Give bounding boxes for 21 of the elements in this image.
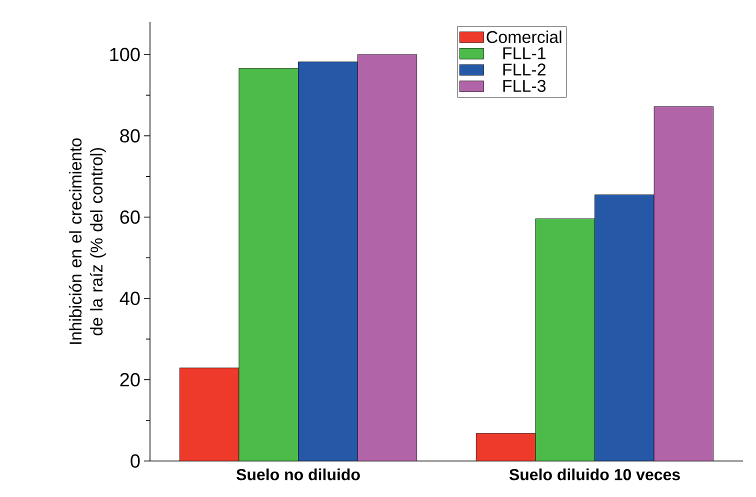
x-tick-label: Suelo diluido 10 veces xyxy=(509,468,680,480)
x-tick-label: Suelo no diluido xyxy=(236,468,360,480)
bar xyxy=(476,433,536,461)
bar xyxy=(298,62,358,461)
legend-label: FLL-3 xyxy=(503,80,546,92)
legend-label: FLL-1 xyxy=(503,47,546,60)
bar xyxy=(654,106,714,461)
bar xyxy=(594,194,654,461)
legend-label: Comercial xyxy=(486,30,562,44)
bar xyxy=(535,218,595,461)
bar xyxy=(357,54,418,461)
y-tick-label: 80 xyxy=(120,129,140,143)
bar xyxy=(238,68,298,461)
y-tick-label: 40 xyxy=(120,292,140,306)
y-axis-title: Inhibición en el crecimiento de la raíz (% del control) xyxy=(68,138,106,344)
bar xyxy=(179,368,240,461)
y-tick-label: 100 xyxy=(110,48,140,62)
y-tick-label: 20 xyxy=(120,372,140,386)
y-tick-label: 60 xyxy=(120,210,140,224)
legend-label: FLL-2 xyxy=(503,64,546,76)
y-tick-label: 0 xyxy=(130,454,140,468)
